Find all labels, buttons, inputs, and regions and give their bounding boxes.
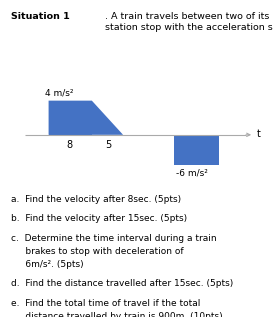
Text: t: t — [256, 129, 260, 139]
Text: 5: 5 — [106, 140, 112, 150]
Text: a.  Find the velocity after 8sec. (5pts): a. Find the velocity after 8sec. (5pts) — [11, 195, 181, 204]
Text: d.  Find the distance travelled after 15sec. (5pts): d. Find the distance travelled after 15s… — [11, 279, 233, 288]
Text: distance travelled by train is 900m. (10pts): distance travelled by train is 900m. (10… — [11, 312, 222, 317]
Text: 6m/s². (5pts): 6m/s². (5pts) — [11, 260, 84, 269]
Text: c.  Determine the time interval during a train: c. Determine the time interval during a … — [11, 234, 216, 243]
Text: 8: 8 — [66, 140, 72, 150]
Text: e.  Find the total time of travel if the total: e. Find the total time of travel if the … — [11, 299, 200, 307]
Text: b.  Find the velocity after 15sec. (5pts): b. Find the velocity after 15sec. (5pts) — [11, 214, 187, 223]
Text: -6 m/s²: -6 m/s² — [176, 168, 208, 178]
Bar — [49, 100, 92, 135]
Bar — [174, 135, 219, 165]
Text: . A train travels between two of its
station stop with the acceleration schedule: . A train travels between two of its sta… — [105, 12, 273, 33]
Text: Situation 1: Situation 1 — [11, 12, 70, 21]
Polygon shape — [49, 100, 123, 135]
Text: brakes to stop with deceleration of: brakes to stop with deceleration of — [11, 247, 183, 256]
Text: 4 m/s²: 4 m/s² — [45, 89, 73, 98]
